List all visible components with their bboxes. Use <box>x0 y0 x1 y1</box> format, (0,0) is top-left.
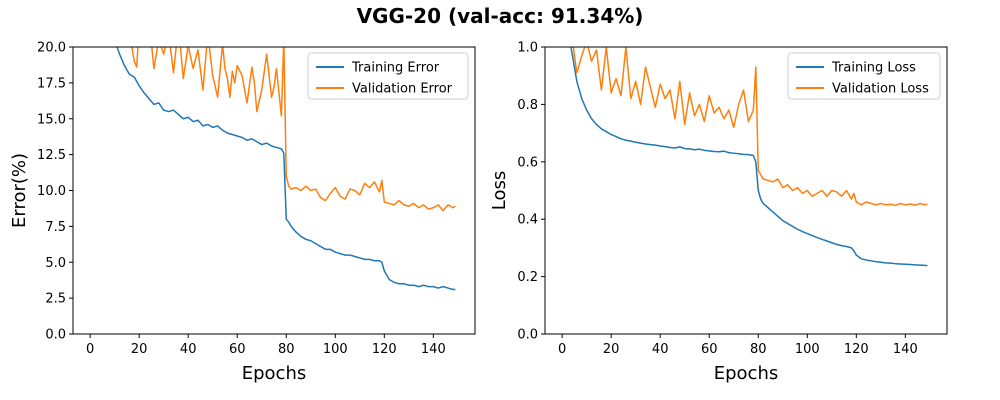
x-tick-label: 140 <box>421 342 446 357</box>
y-axis-label: Loss <box>489 171 510 210</box>
y-tick-label: 2.5 <box>45 292 66 307</box>
x-tick-label: 0 <box>86 342 94 357</box>
y-tick-label: 0.2 <box>517 270 538 285</box>
x-tick-label: 0 <box>558 342 566 357</box>
legend-label: Validation Loss <box>832 82 929 97</box>
y-tick-label: 7.5 <box>45 220 66 235</box>
y-tick-label: 20.0 <box>37 41 66 56</box>
x-tick-label: 60 <box>229 342 246 357</box>
x-axis-label: Epochs <box>242 363 307 384</box>
y-tick-label: 1.0 <box>517 41 538 56</box>
x-tick-label: 20 <box>131 342 148 357</box>
y-tick-label: 5.0 <box>45 256 66 271</box>
x-tick-label: 40 <box>652 342 669 357</box>
legend-box <box>307 52 469 100</box>
series-line-validation <box>572 47 928 207</box>
legend-box <box>787 52 941 100</box>
y-tick-label: 17.5 <box>37 76 66 91</box>
x-tick-label: 80 <box>750 342 767 357</box>
y-tick-label: 0.8 <box>517 98 538 113</box>
chart-panel-2: 0 20 40 60 80 100 120 140 0.0 0.2 0.4 0.6 0.8 1.0 Epoc… <box>489 41 948 384</box>
axes-frame <box>544 46 948 335</box>
x-tick-label: 20 <box>603 342 620 357</box>
legend-label: Training Error <box>351 61 440 76</box>
series-line-validation <box>131 47 456 212</box>
y-tick-label: 10.0 <box>37 184 66 199</box>
figure-title: VGG-20 (val-acc: 91.34%) <box>356 4 644 28</box>
x-tick-label: 140 <box>893 342 918 357</box>
legend: Training Error Validation Error <box>307 52 469 100</box>
x-tick-label: 100 <box>795 342 820 357</box>
y-tick-label: 12.5 <box>37 148 66 163</box>
y-axis-label: Error(%) <box>9 153 30 228</box>
x-tick-label: 120 <box>372 342 397 357</box>
y-tick-label: 0.0 <box>45 328 66 343</box>
y-tick-label: 15.0 <box>37 112 66 127</box>
chart-panel-1: 0 20 40 60 80 100 120 140 0.0 2.5 5.0 7.5 10.0 12.5 15… <box>9 41 476 384</box>
x-tick-label: 100 <box>323 342 348 357</box>
y-tick-label: 0.4 <box>517 213 538 228</box>
x-tick-label: 80 <box>278 342 295 357</box>
legend: Training Loss Validation Loss <box>787 52 941 100</box>
legend-label: Validation Error <box>352 82 453 97</box>
y-tick-label: 0.6 <box>517 155 538 170</box>
x-tick-label: 40 <box>180 342 197 357</box>
x-axis-label: Epochs <box>714 363 779 384</box>
series-line-training <box>116 47 456 291</box>
series-line-training <box>570 47 928 267</box>
x-tick-label: 60 <box>701 342 718 357</box>
y-tick-label: 0.0 <box>517 328 538 343</box>
legend-label: Training Loss <box>831 61 916 76</box>
x-tick-label: 120 <box>844 342 869 357</box>
